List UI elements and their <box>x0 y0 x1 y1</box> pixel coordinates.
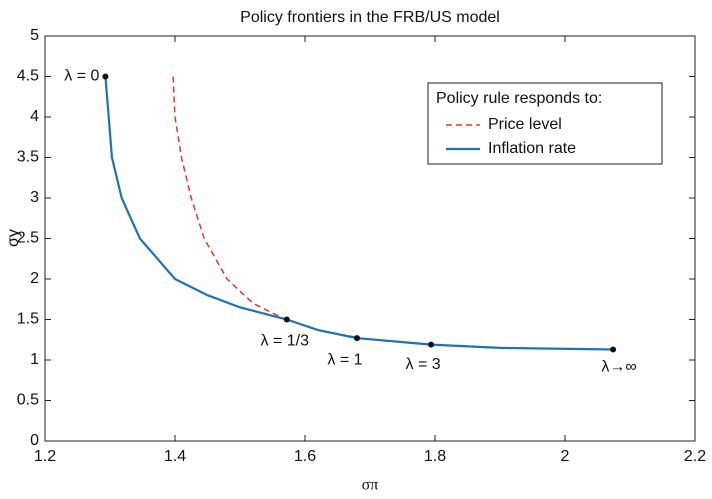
point-label: λ→∞ <box>601 359 636 376</box>
y-axis-label: σy <box>5 229 22 247</box>
y-tick-label: 5 <box>30 27 39 44</box>
chart-title: Policy frontiers in the FRB/US model <box>240 9 500 26</box>
y-tick-label: 0.5 <box>17 392 39 409</box>
x-tick-label: 1.4 <box>164 448 186 465</box>
point-marker <box>283 316 290 323</box>
y-tick-label: 0 <box>30 432 39 449</box>
x-tick-label: 2.2 <box>684 448 706 465</box>
series-line <box>104 76 614 351</box>
x-tick-label: 2 <box>561 448 570 465</box>
point-label: λ = 1 <box>327 351 362 368</box>
legend-title: Policy rule responds to: <box>436 90 602 107</box>
x-tick-label: 1.2 <box>34 448 56 465</box>
y-tick-label: 4.5 <box>17 68 39 85</box>
point-marker <box>354 335 360 342</box>
point-label: λ = 0 <box>64 68 99 85</box>
y-tick-label: 4 <box>30 108 39 125</box>
legend-label: Price level <box>488 116 562 133</box>
y-tick-label: 3.5 <box>17 149 39 166</box>
y-tick-label: 3 <box>30 189 39 206</box>
y-tick-label: 2.5 <box>17 230 39 247</box>
y-tick-label: 1 <box>30 351 39 368</box>
point-label: λ = 1/3 <box>261 333 310 350</box>
point-marker <box>102 73 109 80</box>
legend-label: Inflation rate <box>488 140 576 157</box>
point-marker <box>610 346 617 353</box>
series-line <box>172 76 358 339</box>
point-marker <box>428 341 435 348</box>
legend-box <box>427 82 663 165</box>
y-tick-label: 1.5 <box>17 311 39 328</box>
x-tick-label: 1.6 <box>294 448 316 465</box>
x-tick-label: 1.8 <box>424 448 446 465</box>
y-tick-label: 2 <box>30 270 39 287</box>
point-label: λ = 3 <box>406 356 441 373</box>
x-axis-label: σπ <box>362 477 379 494</box>
